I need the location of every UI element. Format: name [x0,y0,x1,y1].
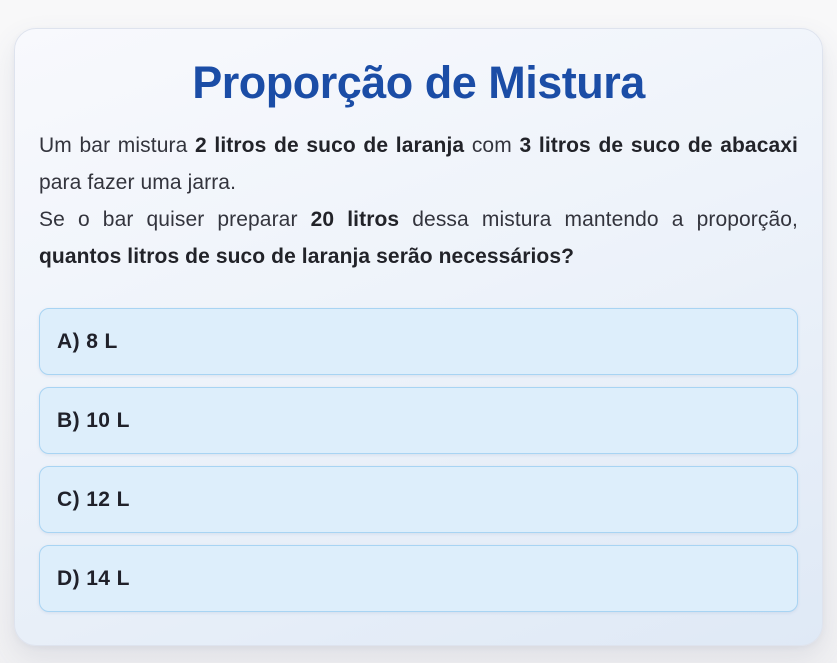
option-b-button[interactable]: B) 10 L [39,387,798,455]
question-segment: Se o bar quiser preparar [39,208,311,232]
question-text: Um bar mistura 2 litros de suco de laran… [39,127,798,275]
question-paragraph-1: Um bar mistura 2 litros de suco de laran… [39,127,798,201]
options-list: A) 8 L B) 10 L C) 12 L D) 14 L [39,308,798,613]
option-c-button[interactable]: C) 12 L [39,466,798,534]
option-a-button[interactable]: A) 8 L [39,308,798,376]
question-segment-bold: 2 litros de suco de laranja [195,134,465,158]
option-d-button[interactable]: D) 14 L [39,545,798,613]
question-segment: com [464,134,520,158]
question-segment-bold: 20 litros [310,208,400,232]
question-paragraph-2: Se o bar quiser preparar 20 litros dessa… [39,201,798,275]
quiz-card: Proporção de Mistura Um bar mistura 2 li… [14,28,823,646]
question-segment: para fazer uma jarra. [39,171,237,195]
question-segment-bold: quantos litros de suco de laranja serão … [39,245,575,269]
question-segment: dessa mistura mantendo a proporção, [399,208,798,232]
question-segment-bold: 3 litros de suco de abacaxi [519,134,798,158]
quiz-title: Proporção de Mistura [192,57,645,108]
question-segment: Um bar mistura [39,134,195,158]
